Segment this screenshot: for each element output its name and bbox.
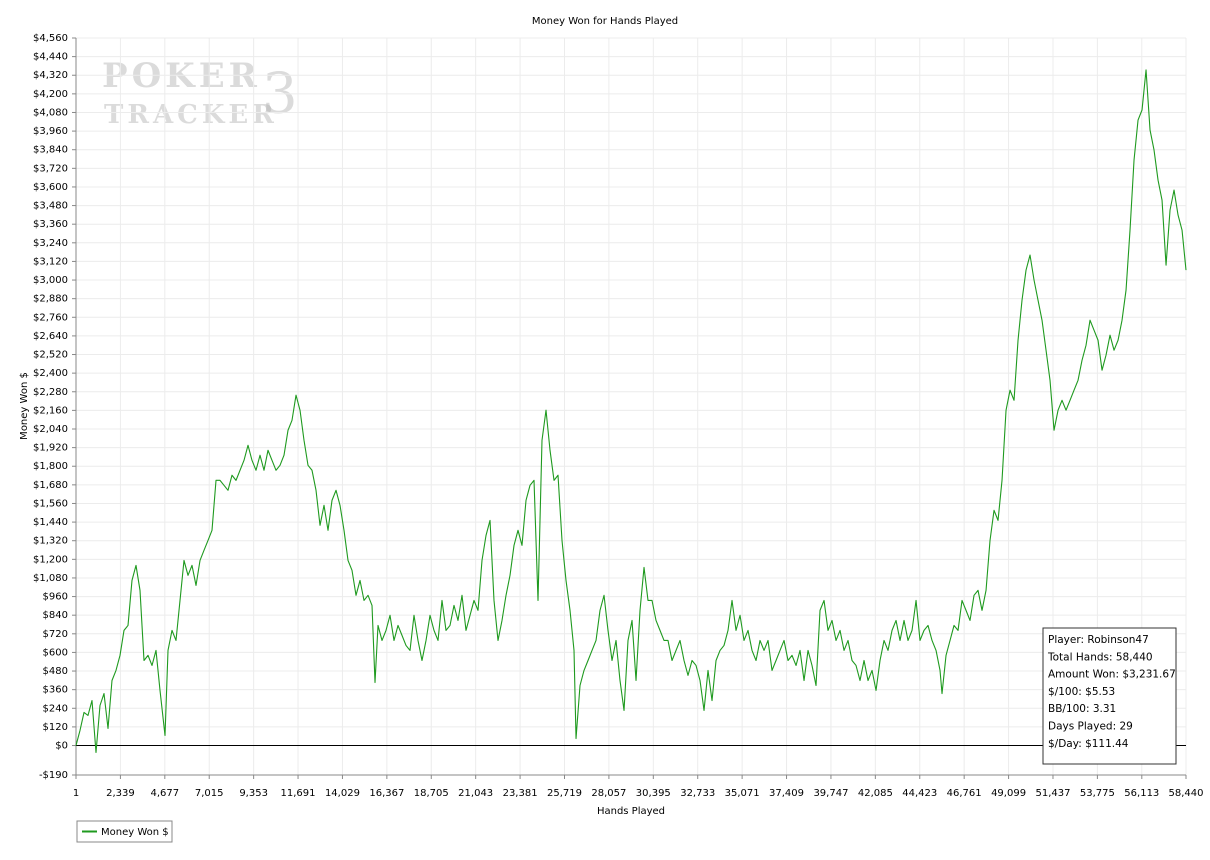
y-tick-label: $4,560 bbox=[33, 33, 68, 44]
legend-box bbox=[76, 820, 173, 843]
y-tick-label: $3,600 bbox=[33, 182, 68, 193]
x-tick-label: 7,015 bbox=[195, 788, 224, 799]
x-tick-label: 2,339 bbox=[106, 788, 135, 799]
y-tick-label: $3,240 bbox=[33, 238, 68, 249]
x-tick-label: 14,029 bbox=[325, 788, 360, 799]
y-tick-label: $3,480 bbox=[33, 201, 68, 212]
info-line: $/100: $5.53 bbox=[1048, 686, 1115, 698]
x-tick-label: 35,071 bbox=[725, 788, 760, 799]
x-tick-label: 9,353 bbox=[239, 788, 268, 799]
y-tick-label: $960 bbox=[43, 592, 68, 603]
x-tick-label: 25,719 bbox=[547, 788, 582, 799]
watermark: POKER bbox=[102, 56, 261, 96]
y-tick-label: $1,200 bbox=[33, 554, 68, 565]
x-tick-label: 44,423 bbox=[902, 788, 937, 799]
y-tick-label: $2,400 bbox=[33, 368, 68, 379]
y-tick-label: $4,200 bbox=[33, 89, 68, 100]
info-line: BB/100: 3.31 bbox=[1048, 703, 1116, 715]
x-tick-label: 32,733 bbox=[680, 788, 715, 799]
y-tick-label: $3,000 bbox=[33, 275, 68, 286]
y-tick-label: $600 bbox=[43, 647, 68, 658]
y-axis-label: Money Won $ bbox=[19, 372, 30, 440]
watermark: TRACKER bbox=[104, 100, 278, 130]
info-line: Total Hands: 58,440 bbox=[1047, 651, 1153, 663]
info-line: Player: Robinson47 bbox=[1048, 634, 1149, 646]
chart-title: Money Won for Hands Played bbox=[532, 16, 678, 27]
x-tick-label: 56,113 bbox=[1124, 788, 1159, 799]
x-axis-label: Hands Played bbox=[597, 806, 665, 817]
y-tick-label: $3,720 bbox=[33, 163, 68, 174]
legend-label: Money Won $ bbox=[101, 827, 169, 838]
y-tick-label: $2,280 bbox=[33, 387, 68, 398]
y-tick-label: $3,120 bbox=[33, 256, 68, 267]
y-tick-label: $4,440 bbox=[33, 52, 68, 63]
info-line: $/Day: $111.44 bbox=[1048, 738, 1129, 750]
y-tick-label: $240 bbox=[43, 703, 68, 714]
x-tick-label: 18,705 bbox=[414, 788, 449, 799]
y-tick-label: $1,800 bbox=[33, 461, 68, 472]
y-tick-label: $3,840 bbox=[33, 145, 68, 156]
y-tick-label: $1,320 bbox=[33, 536, 68, 547]
y-tick-label: $1,440 bbox=[33, 517, 68, 528]
y-tick-label: -$190 bbox=[39, 770, 68, 781]
x-tick-label: 1 bbox=[73, 788, 79, 799]
x-tick-label: 53,775 bbox=[1080, 788, 1115, 799]
y-tick-label: $1,680 bbox=[33, 480, 68, 491]
x-tick-label: 39,747 bbox=[813, 788, 848, 799]
y-tick-label: $480 bbox=[43, 666, 68, 677]
x-tick-label: 28,057 bbox=[591, 788, 626, 799]
y-tick-label: $2,640 bbox=[33, 331, 68, 342]
x-tick-label: 11,691 bbox=[281, 788, 316, 799]
x-tick-label: 37,409 bbox=[769, 788, 804, 799]
y-tick-label: $2,160 bbox=[33, 405, 68, 416]
y-tick-label: $1,920 bbox=[33, 443, 68, 454]
x-tick-label: 23,381 bbox=[503, 788, 538, 799]
x-tick-label: 16,367 bbox=[369, 788, 404, 799]
x-tick-label: 42,085 bbox=[858, 788, 893, 799]
y-tick-label: $840 bbox=[43, 610, 68, 621]
y-tick-label: $2,040 bbox=[33, 424, 68, 435]
x-tick-label: 21,043 bbox=[458, 788, 493, 799]
y-tick-label: $3,960 bbox=[33, 126, 68, 137]
x-tick-label: 49,099 bbox=[991, 788, 1026, 799]
x-tick-label: 58,440 bbox=[1169, 788, 1204, 799]
y-tick-label: $4,320 bbox=[33, 70, 68, 81]
data-line bbox=[75, 69, 1187, 754]
y-tick-label: $3,360 bbox=[33, 219, 68, 230]
y-tick-label: $1,560 bbox=[33, 498, 68, 509]
y-tick-label: $0 bbox=[55, 741, 68, 752]
info-box bbox=[1042, 627, 1177, 765]
y-tick-label: $120 bbox=[43, 722, 68, 733]
y-tick-label: $360 bbox=[43, 685, 68, 696]
y-tick-label: $720 bbox=[43, 629, 68, 640]
info-line: Days Played: 29 bbox=[1048, 721, 1133, 733]
y-tick-label: $2,760 bbox=[33, 312, 68, 323]
x-tick-label: 30,395 bbox=[636, 788, 671, 799]
y-tick-label: $2,520 bbox=[33, 350, 68, 361]
x-tick-label: 46,761 bbox=[947, 788, 982, 799]
x-tick-label: 51,437 bbox=[1035, 788, 1070, 799]
x-tick-label: 4,677 bbox=[150, 788, 179, 799]
y-tick-label: $4,080 bbox=[33, 107, 68, 118]
y-tick-label: $2,880 bbox=[33, 294, 68, 305]
info-line: Amount Won: $3,231.67 bbox=[1048, 669, 1176, 681]
y-tick-label: $1,080 bbox=[33, 573, 68, 584]
